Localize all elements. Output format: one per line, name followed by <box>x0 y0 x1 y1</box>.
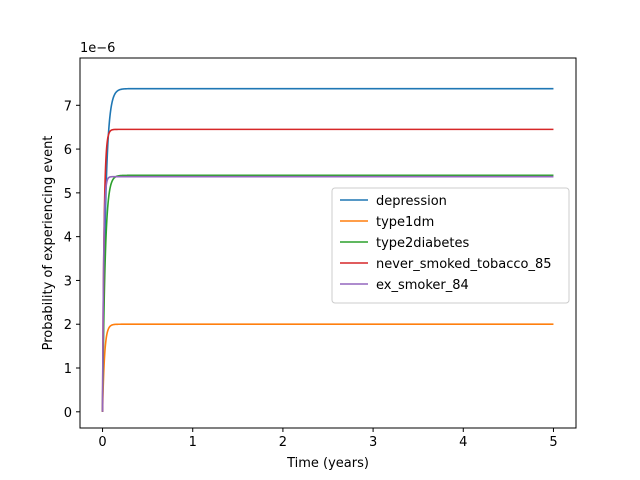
plot-frame <box>79 57 577 429</box>
y-axis-label: Probability of experiencing event <box>41 136 56 351</box>
y-tick-label: 0 <box>64 406 72 421</box>
x-tick-label: 3 <box>369 435 377 450</box>
x-tick-label: 4 <box>459 435 467 450</box>
y-tick-label: 3 <box>64 274 72 289</box>
legend-entry-label: never_smoked_tobacco_85 <box>376 257 552 272</box>
y-tick-label: 1 <box>64 362 72 377</box>
series-line-never-smoked-tobacco-85 <box>101 128 554 412</box>
y-tick-label: 4 <box>64 231 72 246</box>
x-tick-label: 2 <box>279 435 287 450</box>
y-tick-label: 6 <box>64 143 72 158</box>
x-tick-label: 1 <box>189 435 197 450</box>
legend-entry-label: type2diabetes <box>376 236 469 251</box>
series-line-type2diabetes <box>101 174 554 412</box>
legend: depression type1dm type2diabetes never_smok… <box>331 187 570 304</box>
y-tick-label: 2 <box>64 318 72 333</box>
plot-lines <box>101 87 554 412</box>
x-tick-label: 0 <box>98 435 106 450</box>
series-line-depression <box>101 87 554 412</box>
x-axis-label: Time (years) <box>286 456 369 471</box>
legend-entry-label: type1dm <box>376 215 434 230</box>
x-tick-label: 5 <box>549 435 557 450</box>
y-axis-ticks: 0 1 2 3 4 5 6 7 <box>64 99 80 421</box>
y-tick-label: 5 <box>64 187 72 202</box>
y-tick-label: 7 <box>64 99 72 114</box>
legend-entry-label: ex_smoker_84 <box>376 278 469 293</box>
x-axis-ticks: 0 1 2 3 4 5 <box>98 428 558 450</box>
series-line-type1dm <box>101 323 554 412</box>
legend-entry-label: depression <box>376 194 447 209</box>
series-line-ex-smoker-84 <box>101 175 554 412</box>
legend-frame <box>331 187 570 304</box>
y-offset-text: 1e−6 <box>80 41 115 56</box>
